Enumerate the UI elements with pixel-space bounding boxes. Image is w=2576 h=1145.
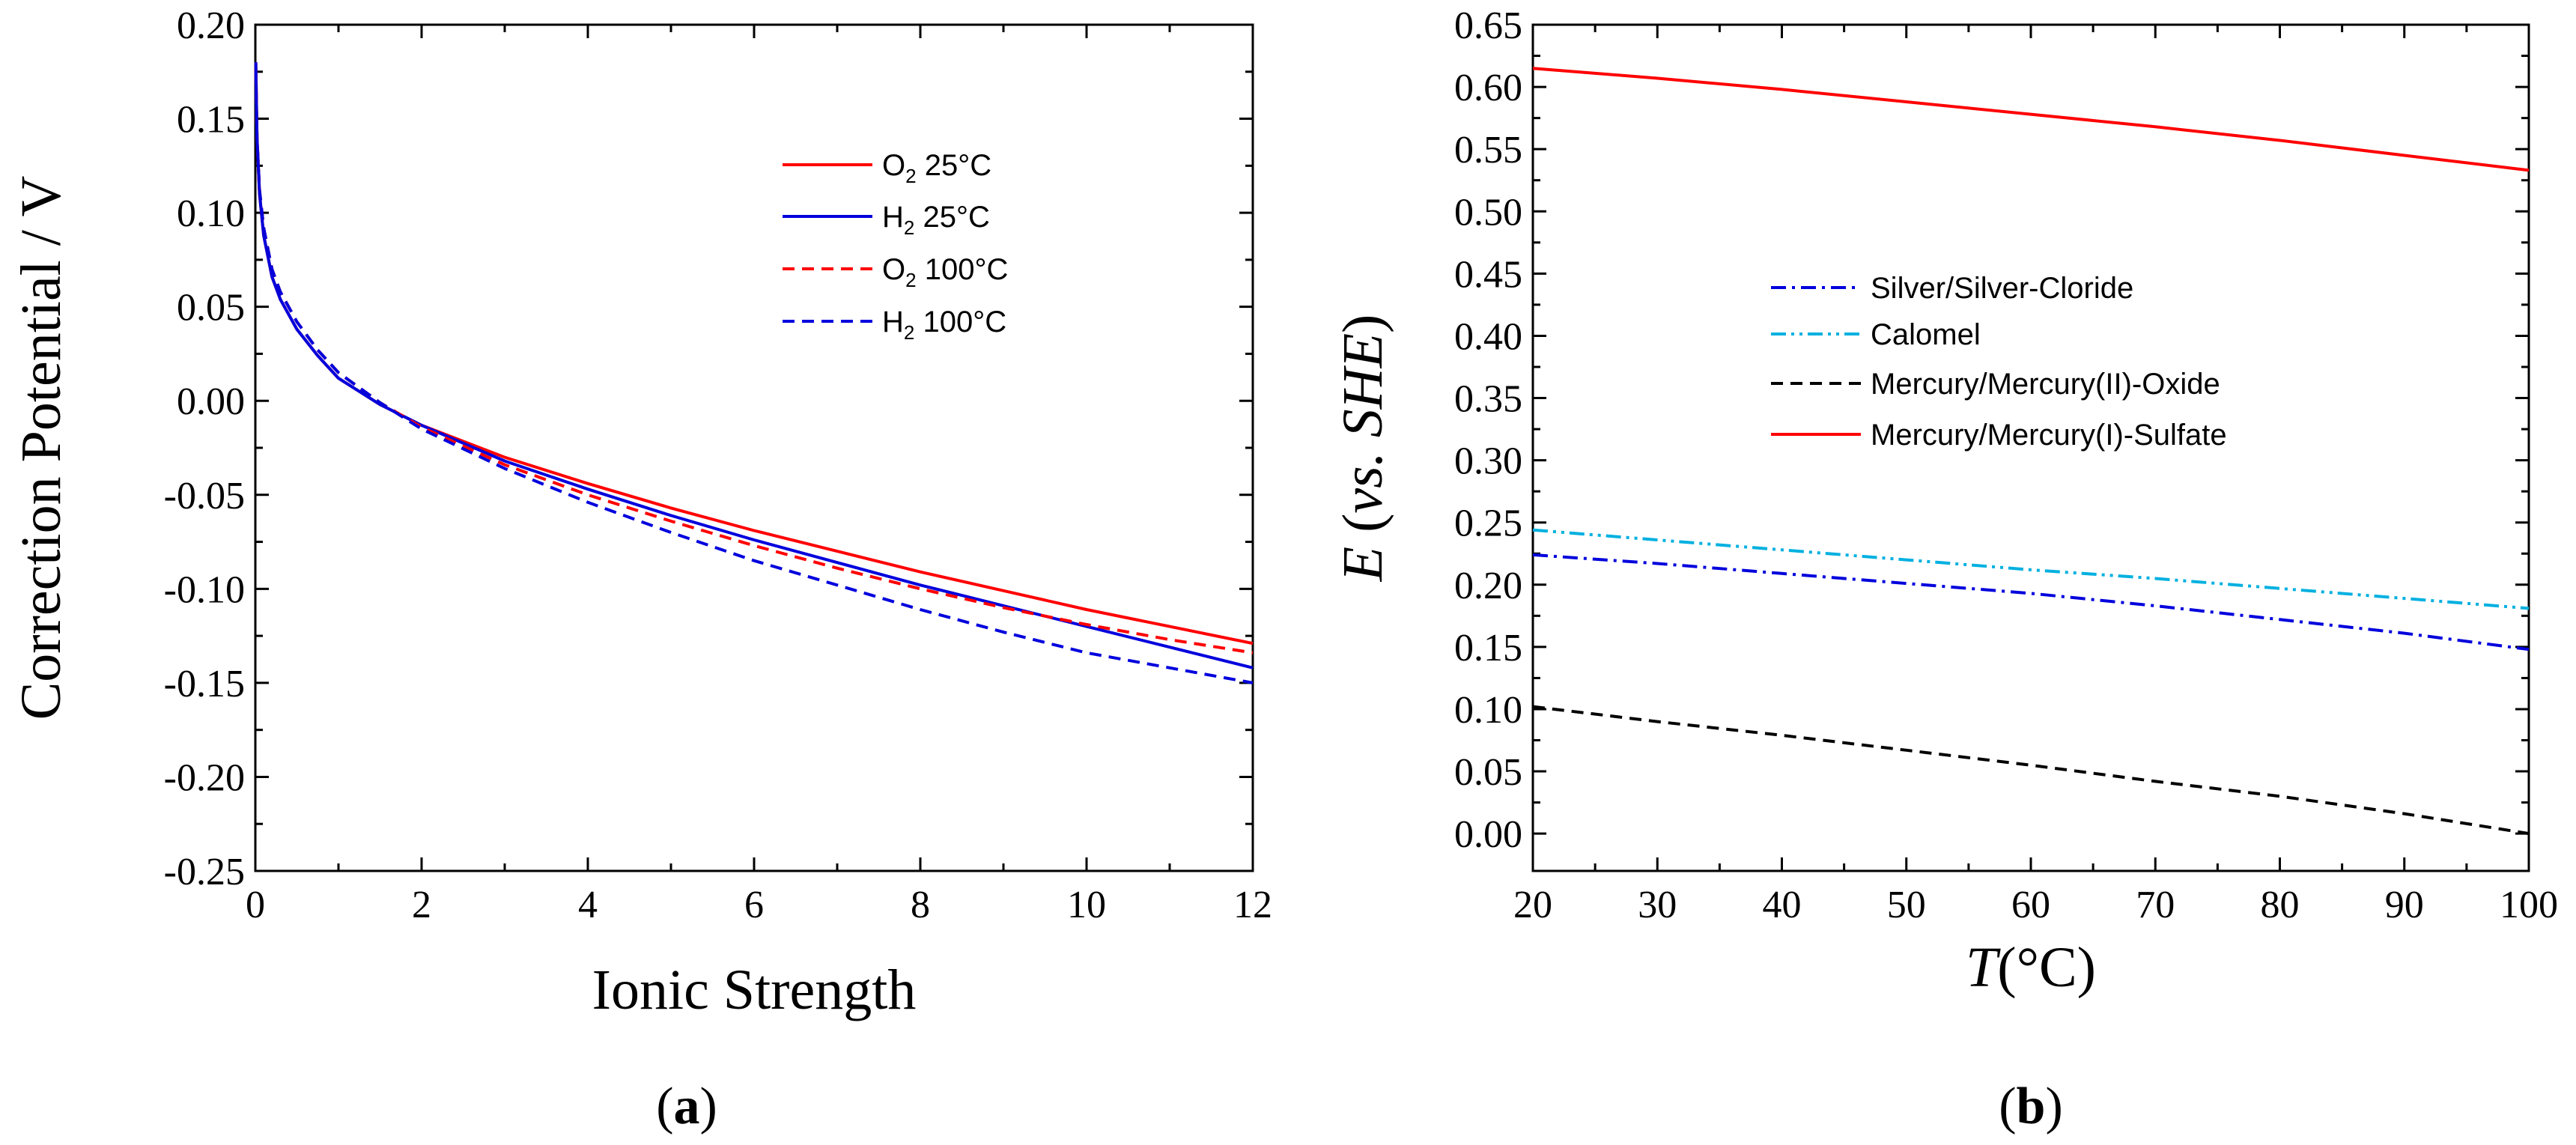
panel-b-x-tick-label: 70: [2136, 884, 2175, 926]
legend-b-label-hg2so4: Mercury/Mercury(I)-Sulfate: [1871, 419, 2227, 452]
panel-a-y-tick-label: -0.10: [164, 568, 245, 611]
panel-b: 20 30 40 50 60 70 80 90 100 0.00 0.05 0.10 0.15 0.20 0…: [1331, 4, 2558, 1135]
legend-b-label-silver: Silver/Silver-Cloride: [1871, 272, 2133, 305]
panel-a-y-tick-label: 0.10: [177, 192, 245, 235]
panel-a-series-line-3: [254, 71, 1254, 684]
panel-b-series: [1532, 67, 2530, 836]
panel-b-y-axis-title: E (vs. SHE): [1331, 315, 1394, 583]
panel-b-y-tick-label: 0.10: [1454, 689, 1522, 732]
legend-a-label-h2-25: H2 25°C: [882, 201, 990, 239]
panel-b-y-tick-label: 0.40: [1454, 315, 1522, 358]
panel-a: 0 2 4 6 8 10 12 -0.25 -0.20 -0.15 -0.10 -0.05 0.00 0.…: [10, 4, 1272, 1135]
panel-b-y-tick-label: 0.60: [1454, 67, 1522, 109]
panel-b-ticks: 20 30 40 50 60 70 80 90 100 0.00 0.05 0.10 0.15 0.20 0…: [1454, 4, 2558, 926]
panel-b-y-tick-label: 0.25: [1454, 502, 1522, 545]
panel-b-y-tick-label: 0.35: [1454, 378, 1522, 421]
panel-a-x-tick-label: 4: [578, 884, 598, 926]
legend-a-label-o2-25: O2 25°C: [882, 149, 991, 187]
panel-b-x-axis-title: T(°C): [1966, 936, 2096, 999]
panel-b-x-tick-label: 30: [1638, 884, 1677, 926]
panel-b-x-tick-label: 50: [1887, 884, 1926, 926]
panel-a-x-tick-label: 0: [246, 884, 265, 926]
panel-b-series-line-2: [1532, 705, 2530, 836]
panel-a-x-axis-title: Ionic Strength: [592, 959, 917, 1021]
panel-a-y-tick-label: -0.25: [164, 851, 245, 893]
panel-b-series-line-3: [1532, 67, 2530, 172]
panel-b-x-tick-label: 100: [2500, 884, 2558, 926]
panel-a-y-tick-label: -0.05: [164, 475, 245, 517]
panel-a-y-axis-title: Correction Potential / V: [10, 175, 73, 720]
panel-a-y-tick-label: 0.00: [177, 380, 245, 423]
panel-a-x-tick-label: 10: [1067, 884, 1106, 926]
panel-b-y-tick-label: 0.00: [1454, 813, 1522, 856]
panel-b-x-tick-label: 60: [2011, 884, 2050, 926]
panel-b-y-tick-label: 0.20: [1454, 565, 1522, 607]
panel-a-legend: O2 25°C H2 25°C O2 100°C H2 100°C: [783, 149, 1008, 344]
panel-b-legend: Silver/Silver-Cloride Calomel Mercury/Me…: [1771, 272, 2227, 452]
panel-a-x-tick-label: 12: [1233, 884, 1272, 926]
panel-b-x-tick-label: 40: [1763, 884, 1802, 926]
legend-b-label-hgo: Mercury/Mercury(II)-Oxide: [1871, 368, 2220, 401]
legend-a-label-h2-100: H2 100°C: [882, 306, 1006, 344]
panel-a-x-tick-label: 8: [911, 884, 930, 926]
panel-b-series-line-1: [1532, 528, 2530, 610]
panel-b-y-tick-label: 0.65: [1454, 4, 1522, 47]
legend-b-label-calomel: Calomel: [1871, 318, 1981, 351]
panel-a-ticks: 0 2 4 6 8 10 12 -0.25 -0.20 -0.15 -0.10 -0.05 0.00 0.…: [164, 4, 1272, 926]
panel-a-y-tick-label: 0.05: [177, 287, 245, 329]
panel-a-y-tick-label: -0.15: [164, 663, 245, 705]
panel-a-series-line-1: [254, 62, 1254, 669]
panel-b-y-tick-label: 0.30: [1454, 440, 1522, 483]
panel-b-label: (b): [1999, 1078, 2063, 1135]
panel-b-x-tick-label: 90: [2385, 884, 2424, 926]
panel-a-y-tick-label: 0.15: [177, 99, 245, 142]
panel-b-y-tick-label: 0.05: [1454, 751, 1522, 794]
panel-b-y-tick-label: 0.15: [1454, 627, 1522, 669]
panel-a-x-tick-label: 2: [412, 884, 431, 926]
panel-a-x-tick-label: 6: [744, 884, 764, 926]
panel-a-series: [254, 62, 1254, 684]
panel-a-series-line-0: [254, 62, 1254, 646]
legend-a-label-o2-100: O2 100°C: [882, 253, 1008, 291]
panel-b-y-tick-label: 0.55: [1454, 129, 1522, 171]
panel-a-frame: [254, 23, 1254, 872]
panel-b-x-tick-label: 20: [1513, 884, 1552, 926]
panel-a-y-tick-label: -0.20: [164, 756, 245, 799]
panel-b-y-tick-label: 0.45: [1454, 253, 1522, 296]
panel-b-y-tick-label: 0.50: [1454, 191, 1522, 234]
panel-b-x-tick-label: 80: [2261, 884, 2300, 926]
panel-a-label: (a): [656, 1078, 717, 1135]
panel-a-series-line-2: [254, 71, 1254, 654]
panel-a-y-tick-label: 0.20: [177, 4, 245, 47]
